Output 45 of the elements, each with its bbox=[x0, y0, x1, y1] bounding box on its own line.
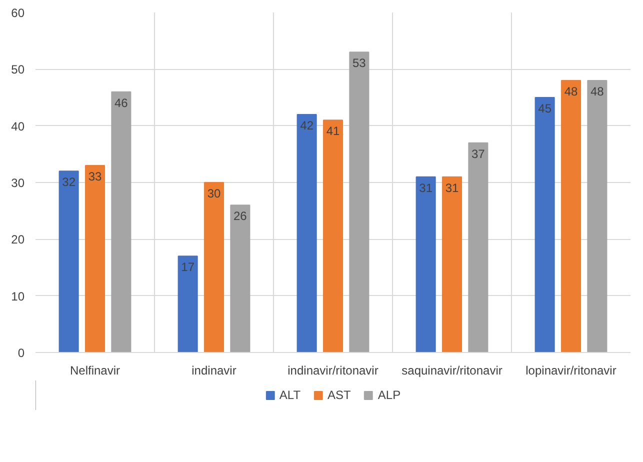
data-label: 31 bbox=[445, 180, 459, 195]
data-label: 48 bbox=[564, 84, 578, 98]
legend-label: AST bbox=[328, 388, 351, 402]
bar bbox=[230, 204, 250, 352]
bar bbox=[560, 80, 582, 352]
data-label: 48 bbox=[590, 84, 604, 98]
bar bbox=[322, 120, 344, 352]
data-label: 26 bbox=[234, 209, 248, 224]
x-tick-label: lopinavir/ritonavir bbox=[526, 364, 616, 378]
bar bbox=[111, 91, 132, 352]
x-tick-label: indinavir bbox=[192, 364, 236, 378]
bar bbox=[84, 165, 106, 352]
y-tick-label: 40 bbox=[11, 119, 25, 134]
data-label: 41 bbox=[326, 124, 340, 138]
y-tick-label: 20 bbox=[11, 232, 25, 247]
data-label: 37 bbox=[472, 146, 486, 161]
data-label: 17 bbox=[181, 260, 195, 274]
x-tick-label: indinavir/ritonavir bbox=[288, 364, 378, 378]
legend-label: ALP bbox=[378, 388, 401, 402]
x-tick-label: saquinavir/ritonavir bbox=[402, 364, 502, 378]
bar bbox=[349, 52, 370, 352]
data-label: 33 bbox=[88, 170, 102, 184]
bar bbox=[534, 97, 555, 352]
bar bbox=[204, 182, 224, 352]
bar bbox=[296, 114, 317, 352]
bar bbox=[58, 170, 79, 352]
data-label: 46 bbox=[114, 96, 128, 110]
bar bbox=[178, 256, 198, 352]
bar bbox=[587, 80, 608, 352]
y-tick-label: 60 bbox=[11, 6, 25, 20]
legend-label: ALT bbox=[279, 388, 301, 402]
data-label: 32 bbox=[62, 175, 76, 190]
y-tick-label: 50 bbox=[11, 62, 25, 77]
y-tick-label: 30 bbox=[11, 176, 25, 190]
y-tick-label: 0 bbox=[18, 346, 25, 360]
x-tick-label: Nelfinavir bbox=[70, 364, 120, 378]
data-label: 30 bbox=[207, 186, 221, 200]
bar bbox=[442, 176, 462, 352]
data-label: 45 bbox=[538, 102, 552, 116]
data-label: 42 bbox=[300, 118, 314, 132]
bar bbox=[468, 142, 488, 352]
y-tick-label: 10 bbox=[11, 289, 25, 304]
bar bbox=[416, 176, 436, 352]
data-label: 53 bbox=[352, 56, 366, 70]
data-label: 31 bbox=[419, 180, 433, 195]
